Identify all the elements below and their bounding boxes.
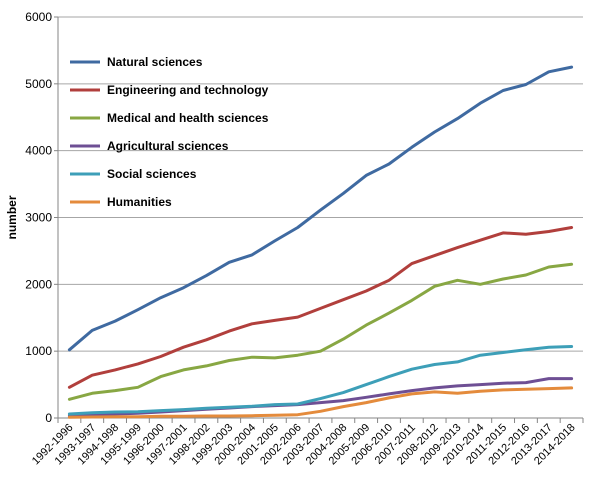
legend-label: Medical and health sciences xyxy=(107,111,269,125)
y-tick-label: 0 xyxy=(45,411,52,425)
axes xyxy=(54,16,584,423)
legend: Natural sciences Engineering and technolo… xyxy=(70,55,269,209)
series-lines xyxy=(67,65,574,419)
x-axis-ticks: 1992-19961993-19971994-19981995-19991996… xyxy=(30,422,578,468)
legend-label: Humanities xyxy=(107,195,172,209)
legend-label: Agricultural sciences xyxy=(107,139,229,153)
series-line-engineering-and-technology xyxy=(67,226,574,389)
legend-label: Engineering and technology xyxy=(107,83,269,97)
series-line-medical-and-health-sciences xyxy=(67,262,574,401)
legend-label: Social sciences xyxy=(107,167,197,181)
series-line-social-sciences xyxy=(67,345,574,416)
y-tick-label: 1000 xyxy=(25,344,52,358)
y-tick-label: 4000 xyxy=(25,144,52,158)
y-tick-label: 5000 xyxy=(25,77,52,91)
y-tick-label: 3000 xyxy=(25,211,52,225)
y-axis-label: number xyxy=(5,195,19,239)
y-tick-label: 2000 xyxy=(25,277,52,291)
y-tick-label: 6000 xyxy=(25,10,52,24)
series-line-humanities xyxy=(67,386,574,419)
y-axis-ticks: 0 1000 2000 3000 4000 5000 6000 xyxy=(25,10,52,425)
series-line-natural-sciences xyxy=(67,65,574,352)
gridlines xyxy=(58,16,583,352)
legend-label: Natural sciences xyxy=(107,55,203,69)
